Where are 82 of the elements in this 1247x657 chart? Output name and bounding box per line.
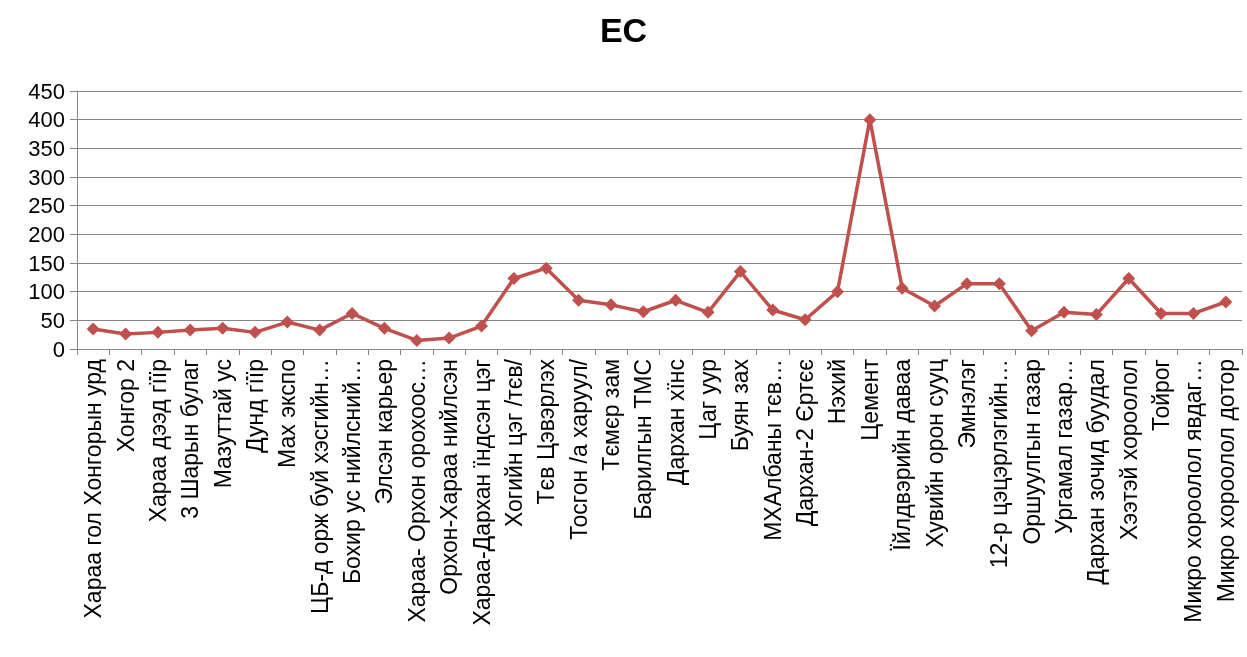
y-tick-label: 50	[40, 307, 65, 333]
point	[1219, 295, 1233, 309]
point	[830, 285, 844, 299]
y-tick-label: 150	[28, 250, 65, 276]
x-tick-label: Тємєр зам	[597, 359, 624, 471]
x-tick-label: Дархан хїнс	[662, 359, 689, 486]
point	[992, 277, 1006, 291]
point	[1186, 306, 1200, 320]
x-tick-label: МХАлбаны тєв…	[759, 359, 786, 541]
point	[1122, 271, 1136, 285]
point	[151, 325, 165, 339]
x-tick-label: Мазуттай ус	[209, 359, 236, 489]
point	[572, 293, 586, 307]
point	[766, 303, 780, 317]
y-tick-label: 100	[28, 279, 65, 305]
point	[1154, 306, 1168, 320]
x-tick-label: Микро хороолол явдаг…	[1180, 359, 1207, 623]
y-tick-label: 400	[28, 107, 65, 133]
x-tick-label: Дунд гїїр	[241, 359, 268, 454]
x-tick-label: Орхон-Хараа нийлсэн	[436, 359, 463, 595]
y-tick-label: 250	[28, 193, 65, 219]
x-tick-label: Хараа- Орхон орохоос…	[403, 359, 430, 623]
x-tick-label: Цаг уур	[695, 359, 722, 440]
y-tick-label: 450	[28, 78, 65, 104]
point	[798, 313, 812, 327]
x-tick-label: Микро хороолол дотор	[1212, 359, 1239, 603]
point	[604, 298, 618, 312]
point	[1089, 308, 1103, 322]
y-tick-label: 0	[52, 336, 65, 362]
point	[733, 265, 747, 279]
x-tick-label: Хонгор 2	[112, 359, 139, 453]
x-tick-label: Эмнэлэг	[953, 359, 980, 449]
point	[701, 305, 715, 319]
point	[86, 322, 100, 336]
x-tick-label: Буян зах	[727, 358, 754, 452]
point	[248, 325, 262, 339]
point	[669, 293, 683, 307]
point	[377, 321, 391, 335]
x-tick-label: Хараа дээд гїїр	[144, 359, 171, 523]
x-tick-label: Элсэн карьер	[371, 359, 398, 505]
x-tick-label: Нэхий	[824, 359, 851, 425]
point	[960, 277, 974, 291]
x-tick-label: Хараа гол Хонгорын урд	[80, 358, 107, 619]
point	[280, 315, 294, 329]
x-tick-label: Бохир ус нийлсний…	[339, 359, 366, 585]
x-tick-label: ЦБ-д орж буй хэсгийн…	[306, 359, 333, 614]
x-tick-label: Оршуулгын газар	[1018, 359, 1045, 545]
point	[507, 271, 521, 285]
x-tick-label: Тосгон /а харуул/	[565, 358, 592, 540]
x-tick-label: Дархан зочид буудал	[1083, 359, 1110, 585]
x-tick-label: Дархан-2 Єртєє	[792, 358, 819, 527]
x-tick-label: Тєв Цэвэрлэх	[533, 358, 560, 505]
x-tick-label: Барилгын ТМС	[630, 359, 657, 520]
point	[1025, 324, 1039, 338]
point	[1057, 305, 1071, 319]
chart-title: EC	[599, 11, 648, 49]
y-tick-label: 350	[28, 135, 65, 161]
point	[442, 331, 456, 345]
point	[119, 327, 133, 341]
x-tick-label: Тойрог	[1148, 359, 1175, 431]
x-tick-label: Їйлдвэрийн даваа	[889, 358, 916, 551]
x-tick-label: Хувийн орон сууц	[921, 359, 948, 548]
x-tick-label: 12-р цэцэрлэгийн…	[986, 359, 1013, 569]
point	[895, 281, 909, 295]
y-tick-label: 300	[28, 164, 65, 190]
point	[345, 306, 359, 320]
x-tick-label: Цемент	[856, 358, 883, 441]
y-tick-label: 200	[28, 221, 65, 247]
point	[475, 319, 489, 333]
point	[636, 305, 650, 319]
point	[313, 323, 327, 337]
x-tick-label: Хогийн цэг /тєв/	[500, 358, 527, 528]
point	[183, 323, 197, 337]
x-tick-label: Хээтэй хороолол	[1115, 359, 1142, 541]
point	[216, 321, 230, 335]
point	[928, 299, 942, 313]
x-tick-label: Хараа-Дархан їндсэн цэг	[468, 359, 495, 626]
point	[539, 261, 553, 275]
point	[410, 333, 424, 347]
x-tick-label: 3 Шарын булаг	[177, 359, 204, 519]
x-tick-label: Мах экспо	[274, 359, 301, 468]
x-tick-label: Ургамал газар…	[1051, 359, 1078, 535]
